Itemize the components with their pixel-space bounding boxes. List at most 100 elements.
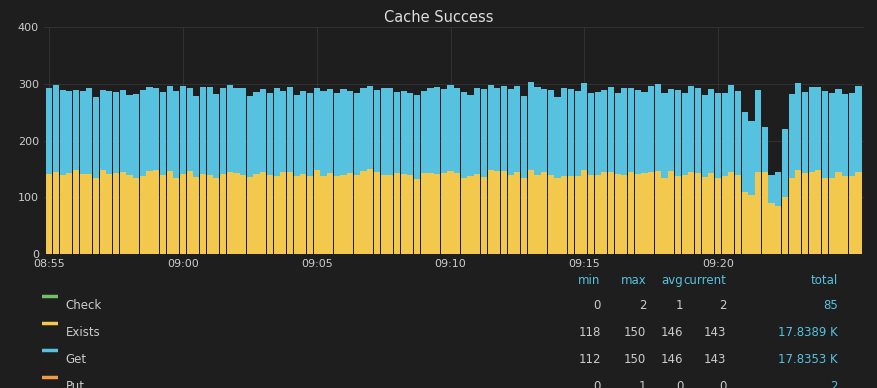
Bar	[193, 177, 199, 254]
Bar	[782, 129, 788, 197]
Bar	[93, 97, 99, 178]
Bar	[735, 175, 741, 254]
Bar	[722, 176, 728, 254]
Bar	[427, 173, 433, 254]
Text: Exists: Exists	[66, 326, 101, 339]
Text: 17.8353 K: 17.8353 K	[778, 353, 838, 366]
Bar	[829, 93, 835, 178]
Bar	[715, 93, 721, 178]
Text: min: min	[578, 274, 601, 287]
Bar	[281, 171, 287, 254]
Bar	[267, 175, 273, 254]
Bar	[180, 173, 186, 254]
Bar	[360, 88, 367, 171]
Bar	[481, 89, 487, 177]
Bar	[367, 86, 374, 169]
Bar	[421, 90, 427, 173]
Bar	[246, 96, 253, 177]
Bar	[602, 90, 608, 172]
Bar	[554, 177, 560, 254]
Bar	[260, 89, 267, 171]
Bar	[307, 176, 313, 254]
Bar	[353, 175, 360, 254]
Bar	[394, 92, 400, 173]
Bar	[674, 176, 681, 254]
Bar	[93, 178, 99, 254]
Bar	[233, 88, 239, 173]
Bar	[46, 88, 53, 174]
Bar	[748, 194, 754, 254]
Bar	[628, 88, 634, 172]
Bar	[541, 88, 547, 172]
Bar	[788, 94, 795, 178]
Text: max: max	[621, 274, 646, 287]
Bar	[661, 178, 667, 254]
Bar	[267, 93, 273, 175]
Bar	[842, 175, 848, 254]
Bar	[816, 87, 822, 170]
Bar	[534, 87, 540, 175]
Bar	[641, 173, 647, 254]
Bar	[401, 174, 407, 254]
Bar	[534, 175, 540, 254]
Bar	[80, 92, 86, 174]
Bar	[488, 85, 494, 170]
Bar	[407, 175, 413, 254]
Text: 150: 150	[624, 326, 646, 339]
Bar	[561, 88, 567, 176]
Bar	[635, 90, 641, 173]
Bar	[615, 174, 621, 254]
Bar	[139, 90, 146, 176]
Bar	[762, 172, 768, 254]
Bar	[849, 93, 855, 176]
Bar	[300, 174, 306, 254]
Bar	[755, 90, 761, 171]
Bar	[508, 175, 514, 254]
Bar	[334, 175, 340, 254]
Bar	[220, 174, 226, 254]
Bar	[287, 172, 293, 254]
Bar	[608, 87, 614, 172]
Bar	[681, 93, 688, 175]
Bar	[46, 174, 53, 254]
Bar	[260, 171, 267, 254]
Bar	[113, 92, 119, 173]
Bar	[561, 176, 567, 254]
Bar	[401, 91, 407, 174]
Bar	[695, 173, 701, 254]
Bar	[702, 95, 708, 177]
Bar	[427, 88, 433, 173]
Bar	[106, 175, 112, 254]
Bar	[621, 175, 627, 254]
Bar	[802, 173, 808, 254]
Bar	[167, 86, 173, 171]
Bar	[240, 88, 246, 175]
Bar	[495, 171, 501, 254]
Bar	[602, 172, 608, 254]
Bar	[588, 175, 594, 254]
Bar	[541, 172, 547, 254]
Bar	[668, 171, 674, 254]
Bar	[615, 93, 621, 174]
Bar	[548, 90, 554, 175]
Bar	[106, 91, 112, 175]
Bar	[227, 85, 233, 172]
Bar	[474, 174, 481, 254]
Bar	[381, 88, 387, 175]
Bar	[742, 112, 748, 192]
Bar	[253, 92, 260, 175]
Bar	[768, 175, 774, 203]
Bar	[695, 88, 701, 173]
Bar	[748, 121, 754, 194]
Bar	[742, 192, 748, 254]
Bar	[314, 88, 320, 170]
Bar	[133, 178, 139, 254]
Bar	[762, 127, 768, 172]
Bar	[501, 171, 507, 254]
Text: 112: 112	[578, 353, 601, 366]
Bar	[574, 176, 581, 254]
Text: 2: 2	[718, 299, 726, 312]
Bar	[595, 92, 601, 175]
Bar	[374, 90, 380, 172]
Bar	[588, 93, 594, 175]
